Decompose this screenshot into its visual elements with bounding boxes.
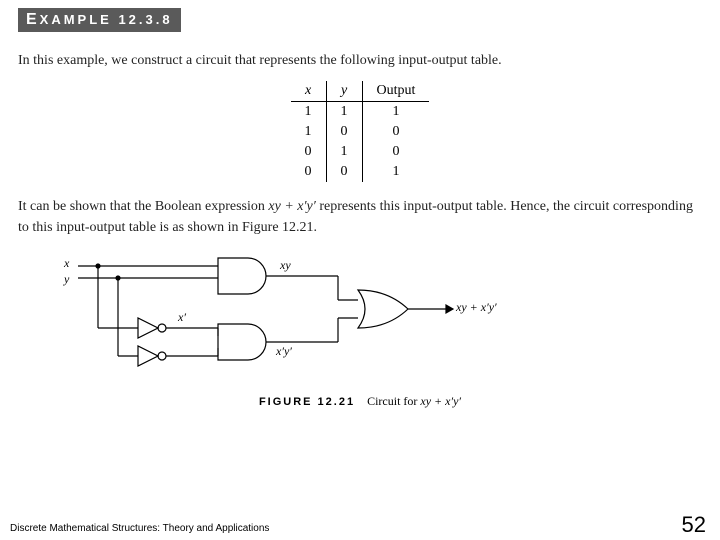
table-row: 0 0 1 <box>291 162 430 182</box>
circuit-svg <box>58 248 498 388</box>
col-x: x <box>291 81 327 102</box>
table-row: 1 1 1 <box>291 102 430 123</box>
page-number: 52 <box>682 512 706 538</box>
explain-a: It can be shown that the Boolean express… <box>18 199 268 214</box>
footer-source: Discrete Mathematical Structures: Theory… <box>10 523 269 534</box>
cell: 0 <box>362 122 429 142</box>
cell: 1 <box>291 122 327 142</box>
cell: 0 <box>326 162 362 182</box>
truth-table: x y Output 1 1 1 1 0 0 0 1 0 0 0 1 <box>291 81 430 182</box>
cell: 0 <box>291 162 327 182</box>
figure-caption-expr: xy + x′y′ <box>420 394 461 408</box>
cell: 0 <box>326 122 362 142</box>
example-badge: EXAMPLE 12.3.8 <box>18 8 181 32</box>
input-y-label: y <box>64 272 69 287</box>
cell: 1 <box>362 162 429 182</box>
figure-caption-a: Circuit for <box>367 394 420 408</box>
table-row: 0 1 0 <box>291 142 430 162</box>
input-x-label: x <box>64 256 69 271</box>
explain-expr: xy + x′y′ <box>268 199 315 214</box>
col-output: Output <box>362 81 429 102</box>
cell: 1 <box>326 102 362 123</box>
cell: 0 <box>362 142 429 162</box>
example-rest: XAMPLE 12.3.8 <box>40 12 173 27</box>
figure-label: FIGURE 12.21 <box>259 396 355 408</box>
cell: 1 <box>291 102 327 123</box>
xy-label: xy <box>280 258 291 273</box>
example-prefix: E <box>26 11 40 28</box>
table-header-row: x y Output <box>291 81 430 102</box>
cell: 0 <box>291 142 327 162</box>
xpyp-label: x′y′ <box>276 344 292 359</box>
col-y: y <box>326 81 362 102</box>
intro-paragraph: In this example, we construct a circuit … <box>18 50 702 71</box>
cell: 1 <box>326 142 362 162</box>
circuit-diagram: x y x′ xy x′y′ xy + x′y′ <box>58 248 498 388</box>
xprime-label: x′ <box>178 310 186 325</box>
table-row: 1 0 0 <box>291 122 430 142</box>
output-label: xy + x′y′ <box>456 300 497 315</box>
figure-caption: FIGURE 12.21 Circuit for xy + x′y′ <box>18 394 702 409</box>
cell: 1 <box>362 102 429 123</box>
explain-paragraph: It can be shown that the Boolean express… <box>18 196 702 238</box>
